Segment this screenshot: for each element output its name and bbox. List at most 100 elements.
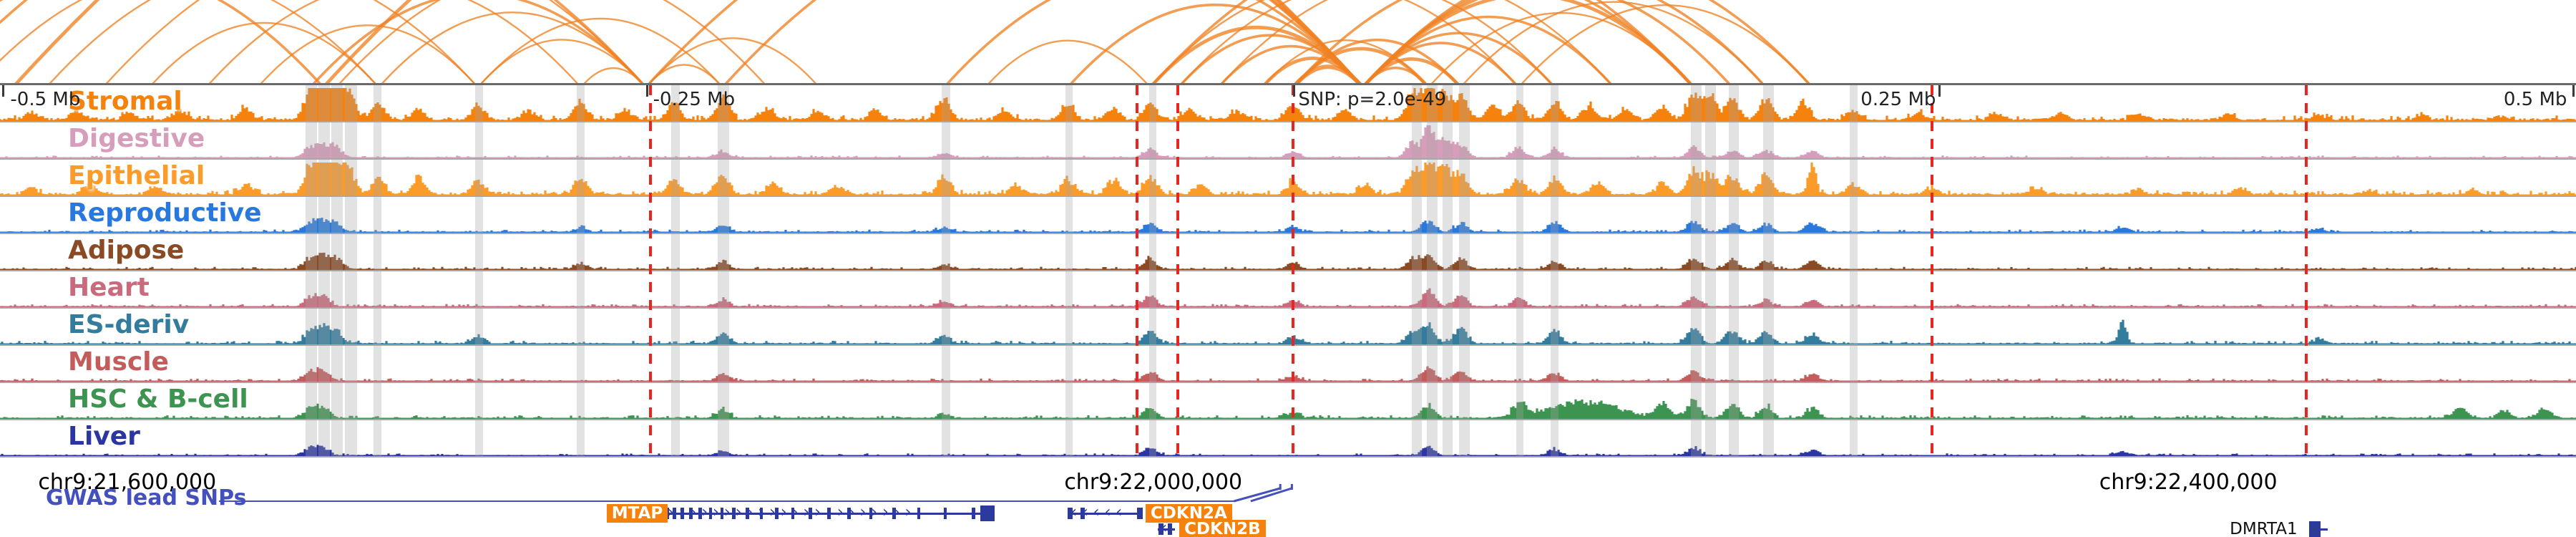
gwas-lead-snps-row: GWAS lead SNPs	[0, 483, 2576, 511]
snp-dashed-line	[1176, 85, 1180, 458]
track-row-muscle: Muscle	[0, 346, 2576, 383]
track-row-heart: Heart	[0, 271, 2576, 309]
gene-exon-mtap	[680, 508, 684, 519]
highlight-band	[318, 85, 330, 458]
gene-exon-mtap	[809, 508, 812, 519]
interaction-arc	[1462, 1, 1765, 84]
gene-body-mtap	[664, 512, 990, 515]
interaction-arc	[1151, 0, 1693, 84]
interaction-arc	[1520, 4, 1811, 84]
interaction-arc	[1151, 0, 1518, 84]
gwas-snp-connector	[1233, 487, 1281, 503]
highlight-band	[670, 85, 680, 458]
gene-exon-mtap	[759, 508, 763, 519]
signal-stromal	[0, 88, 2576, 121]
track-row-stromal: Stromal	[0, 85, 2576, 122]
signal-path-muscle	[0, 366, 2576, 382]
gene-exon-cdkn2b	[1158, 523, 1163, 535]
highlight-band	[1411, 85, 1423, 458]
track-label-digestive: Digestive	[68, 124, 205, 153]
gene-exon-mtap	[673, 508, 676, 519]
interaction-arc	[104, 0, 645, 84]
gene-exon-mtap	[972, 508, 975, 519]
snp-pvalue-label: SNP: p=2.0e-49	[1298, 89, 1447, 110]
snp-dashed-line	[1931, 85, 1933, 458]
interaction-arc	[47, 0, 477, 84]
gene-exon-mtap	[720, 508, 724, 519]
gene-exon-mtap	[689, 508, 693, 519]
gene-exon-tall-mtap	[980, 505, 995, 521]
track-row-epithelial: Epithelial	[0, 160, 2576, 197]
coordinate-label: chr9:21,600,000	[38, 470, 217, 495]
gene-exon-mtap	[698, 508, 702, 519]
gene-exon-tall-dmrta1	[2309, 521, 2321, 537]
track-label-hsc-b-cell: HSC & B-cell	[68, 384, 248, 414]
track-label-heart: Heart	[68, 273, 150, 302]
interaction-arc	[0, 0, 645, 84]
highlight-band	[1763, 85, 1774, 458]
highlight-band	[1849, 85, 1858, 458]
interaction-arc	[1363, 0, 1812, 84]
gene-body-cdkn2b	[1158, 528, 1175, 531]
signal-path-digestive	[0, 125, 2576, 158]
scale-tick	[1938, 85, 1941, 97]
signal-digestive	[0, 125, 2576, 158]
interaction-arc	[987, 39, 1149, 84]
highlight-band	[1443, 85, 1453, 458]
gwas-snp-connector	[1250, 487, 1292, 503]
snp-dashed-line	[1135, 85, 1138, 458]
signal-liver	[0, 445, 2576, 456]
highlight-band	[331, 85, 343, 458]
interaction-arc	[150, 21, 378, 84]
interaction-arc	[582, 67, 645, 84]
gene-exon-cdkn2a	[1137, 508, 1143, 519]
gwas-lead-snps-label: GWAS lead SNPs	[46, 485, 247, 511]
interaction-arcs-canvas	[0, 0, 1812, 84]
interaction-arc	[1430, 12, 1692, 84]
gene-exon-mtap	[732, 508, 736, 519]
highlight-band	[1065, 85, 1073, 458]
scale-tick	[2572, 85, 2575, 97]
gene-exon-mtap	[708, 508, 713, 519]
snp-dashed-line	[1292, 85, 1295, 458]
interaction-arc	[380, 11, 645, 84]
gene-strand-arrows-cdkn2b: ‹	[1161, 521, 1172, 536]
gene-exon-mtap	[917, 508, 921, 519]
track-row-reproductive: Reproductive	[0, 197, 2576, 234]
gwas-snp-markers	[219, 484, 1293, 503]
highlight-band	[717, 85, 729, 458]
signal-hsc-b-cell	[0, 398, 2576, 419]
track-row-adipose: Adipose	[0, 234, 2576, 271]
scale-label-0.25mb: 0.25 Mb	[1860, 89, 1936, 110]
track-label-adipose: Adipose	[68, 236, 185, 265]
scale-label-minus-0.25mb: -0.25 Mb	[653, 89, 736, 110]
signal-es-deriv	[0, 319, 2576, 344]
highlight-band	[577, 85, 585, 458]
highlight-band	[1728, 85, 1739, 458]
snp-dashed-line	[649, 85, 652, 458]
signal-epithelial	[0, 163, 2576, 195]
signal-path-adipose	[0, 252, 2576, 270]
signal-path-liver	[0, 445, 2576, 456]
highlight-band	[1148, 85, 1157, 458]
highlight-band	[475, 85, 483, 458]
gene-exon-mtap	[943, 508, 947, 519]
signal-path-hsc-b-cell	[0, 398, 2576, 419]
track-label-muscle: Muscle	[68, 347, 169, 377]
track-row-liver: Liver	[0, 420, 2576, 458]
gene-exon-mtap	[847, 508, 852, 519]
highlight-band	[305, 85, 317, 458]
interaction-arc	[1219, 0, 1613, 84]
track-label-liver: Liver	[68, 422, 140, 451]
track-row-es-deriv: ES-deriv	[0, 309, 2576, 346]
interaction-arc	[208, 0, 580, 84]
gene-exon-mtap	[774, 508, 779, 519]
gene-exon-mtap	[892, 508, 896, 519]
track-row-digestive: Digestive	[0, 122, 2576, 160]
track-label-epithelial: Epithelial	[68, 161, 205, 190]
coordinate-label: chr9:22,400,000	[2099, 470, 2278, 495]
gene-label-mtap: MTAP	[606, 504, 668, 523]
scale-tick	[1, 85, 4, 97]
gene-exon-cdkn2a	[1080, 508, 1085, 519]
